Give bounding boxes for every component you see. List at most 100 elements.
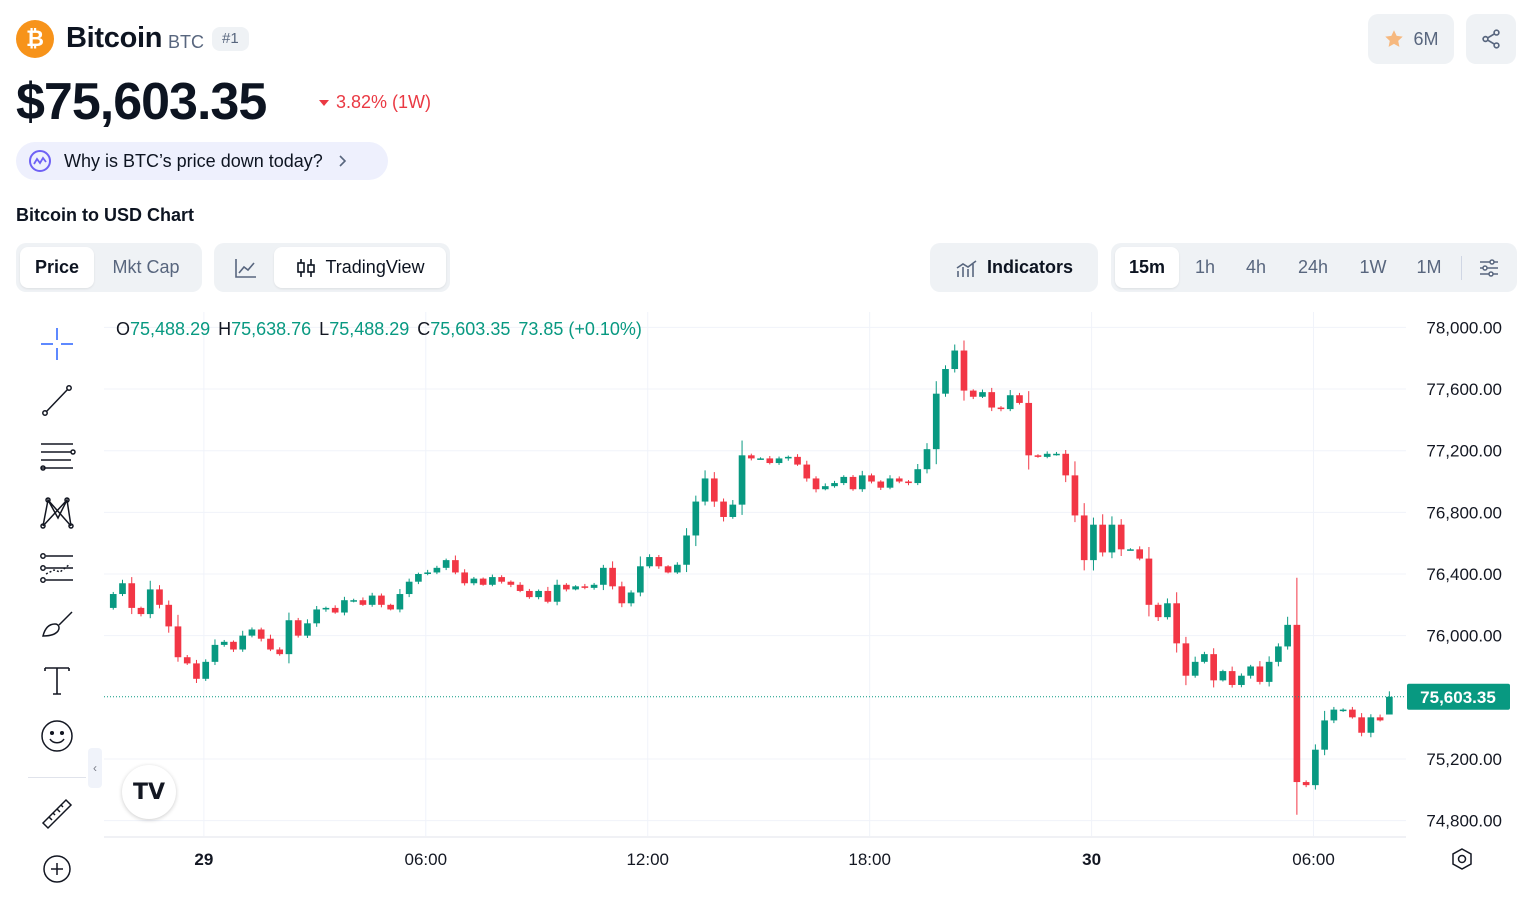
candle-body — [1256, 666, 1264, 682]
x-tick-label: 06:00 — [1292, 850, 1335, 869]
candle-body — [220, 641, 228, 645]
star-icon — [1385, 30, 1404, 47]
candle-body — [1182, 643, 1190, 676]
watchlist-button[interactable]: 6M — [1368, 14, 1454, 64]
range-24h[interactable]: 24h — [1297, 257, 1329, 277]
candle-body — [313, 609, 321, 624]
candle-body — [1164, 603, 1171, 618]
ohlc-legend: O75,488.29 H75,638.76 L75,488.29 C75,603.35… — [116, 319, 650, 340]
chart-settings-gear-button[interactable] — [1448, 846, 1476, 874]
candle-body — [1201, 654, 1208, 662]
price-change-value: 3.82% (1W) — [336, 92, 432, 112]
range-4h[interactable]: 4h — [1245, 257, 1267, 277]
range-1h[interactable]: 1h — [1194, 257, 1216, 277]
y-tick-label: 76,800.00 — [1426, 503, 1502, 522]
candle-body — [1006, 395, 1014, 410]
candle-body — [1321, 720, 1328, 750]
y-tick-label: 76,400.00 — [1426, 565, 1502, 584]
ohlc-low-key: L — [319, 319, 330, 339]
candle-body — [1127, 549, 1134, 551]
candle-body — [895, 478, 903, 482]
forecast-icon — [40, 553, 73, 583]
ohlc-open-key: O — [116, 319, 131, 339]
brush-tool[interactable] — [32, 602, 82, 646]
price-change: 3.82% (1W) — [318, 92, 431, 113]
candlestick-icon — [297, 258, 316, 277]
candle-body — [1275, 646, 1282, 662]
candle-body — [646, 557, 653, 567]
ohlc-high-key: H — [218, 319, 232, 339]
candle-body — [378, 595, 385, 605]
collapse-toolbar-button[interactable]: ‹ — [88, 748, 102, 788]
toolbar-divider — [28, 777, 86, 778]
tab-line-chart[interactable] — [218, 247, 274, 288]
brush-icon — [42, 611, 73, 637]
fib-retracement-tool[interactable] — [32, 434, 82, 478]
candle-body — [1376, 717, 1384, 721]
crosshair-icon — [41, 328, 73, 360]
why-price-down-link[interactable]: Why is BTC’s price down today? — [16, 142, 388, 180]
crosshair-tool[interactable] — [32, 322, 82, 366]
current-price-label: 75,603.35 — [1420, 688, 1496, 707]
candle-body — [276, 649, 284, 655]
pattern-tool[interactable] — [32, 490, 82, 534]
candle-body — [960, 350, 968, 391]
ruler-icon — [41, 798, 73, 830]
tv-logo-text: TV — [132, 779, 166, 805]
candle-body — [1228, 671, 1236, 685]
indicators-icon — [956, 259, 977, 277]
zoom-in-tool[interactable] — [32, 848, 82, 888]
candle-body — [1080, 515, 1088, 561]
tradingview-logo[interactable]: TV — [122, 765, 176, 819]
candle-body — [618, 586, 626, 604]
candle-body — [405, 581, 413, 595]
range-15m[interactable]: 15m — [1115, 247, 1179, 288]
coin-name: Bitcoin — [66, 22, 163, 54]
candle-body — [109, 594, 117, 608]
candle-body — [442, 560, 450, 568]
candle-body — [563, 584, 570, 590]
candle-body — [1312, 749, 1319, 786]
candle-body — [544, 590, 552, 602]
share-button[interactable] — [1466, 14, 1516, 64]
candle-body — [600, 567, 607, 585]
tab-mkt-cap[interactable]: Mkt Cap — [112, 257, 180, 277]
candle-body — [452, 560, 459, 573]
pattern-icon — [40, 497, 74, 529]
candle-body — [905, 481, 912, 484]
candle-body — [747, 455, 755, 459]
candle-body — [1099, 524, 1107, 553]
forecast-tool[interactable] — [32, 546, 82, 590]
chart-settings-button[interactable] — [1466, 247, 1512, 288]
why-link-label: Why is BTC’s price down today? — [64, 150, 323, 171]
y-tick-label: 78,000.00 — [1426, 318, 1502, 337]
candle-body — [1016, 395, 1023, 403]
smiley-icon — [41, 720, 73, 752]
measure-tool[interactable] — [32, 792, 82, 836]
candle-body — [1367, 717, 1375, 733]
emoji-tool[interactable] — [32, 714, 82, 758]
tab-tradingview[interactable]: TradingView — [274, 247, 446, 288]
candle-body — [886, 478, 894, 488]
range-1m[interactable]: 1M — [1416, 257, 1442, 277]
candle-body — [368, 595, 376, 605]
candle-body — [738, 455, 746, 505]
indicators-button[interactable]: Indicators — [930, 243, 1098, 292]
candle-body — [350, 600, 358, 602]
y-tick-label: 75,200.00 — [1426, 750, 1502, 769]
chart-type-tabs: TradingView — [214, 243, 450, 292]
candle-body — [812, 478, 820, 490]
candle-body — [248, 629, 256, 636]
text-tool[interactable] — [32, 658, 82, 702]
candle-body — [849, 476, 857, 490]
candle-body — [1302, 782, 1310, 786]
ohlc-open-value: 75,488.29 — [130, 319, 211, 339]
tab-price[interactable]: Price — [20, 247, 94, 288]
candle-body — [415, 574, 422, 582]
trend-line-tool[interactable] — [32, 378, 82, 422]
candle-body — [969, 390, 977, 397]
range-1w[interactable]: 1W — [1359, 257, 1387, 277]
price-label-box — [1407, 683, 1510, 710]
candle-body — [1358, 717, 1365, 733]
